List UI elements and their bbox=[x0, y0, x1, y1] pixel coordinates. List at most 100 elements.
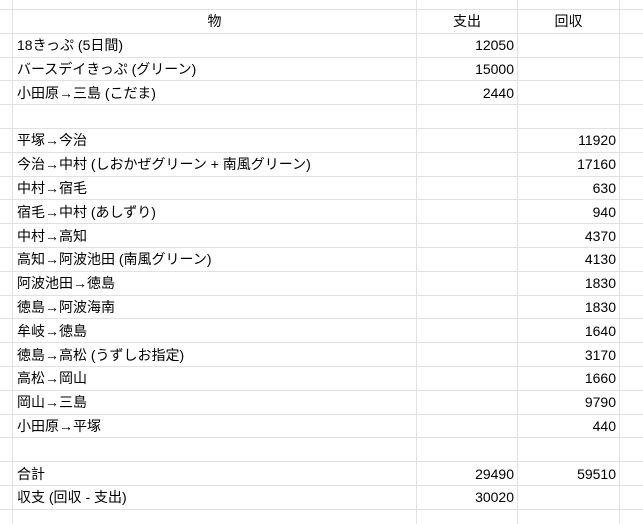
partial-bottom-cell[interactable] bbox=[518, 509, 620, 524]
cell-expense[interactable]: 12050 bbox=[417, 33, 518, 58]
cell-recovery[interactable]: 17160 bbox=[518, 152, 620, 177]
cell-item[interactable]: 平塚→今治 bbox=[13, 128, 417, 153]
partial-row-cell[interactable] bbox=[518, 0, 620, 10]
cell-expense[interactable]: 29490 bbox=[417, 462, 518, 486]
row-gutter-cell[interactable] bbox=[0, 414, 13, 439]
cell-item[interactable]: 宿毛→中村 (あしずり) bbox=[13, 200, 417, 225]
cell-item[interactable]: 小田原→平塚 bbox=[13, 414, 417, 439]
column-header-recovery[interactable]: 回収 bbox=[518, 10, 620, 34]
cell-recovery[interactable] bbox=[518, 485, 620, 510]
cell-item[interactable]: 牟岐→徳島 bbox=[13, 319, 417, 344]
cell-extra[interactable] bbox=[620, 271, 643, 296]
cell-item[interactable]: 徳島→阿波海南 bbox=[13, 295, 417, 320]
cell-extra[interactable] bbox=[620, 247, 643, 272]
cell-extra[interactable] bbox=[620, 81, 643, 106]
cell-recovery[interactable]: 940 bbox=[518, 200, 620, 225]
partial-row-cell[interactable] bbox=[0, 0, 13, 10]
row-gutter-cell[interactable] bbox=[0, 128, 13, 153]
partial-bottom-cell[interactable] bbox=[417, 509, 518, 524]
cell-extra[interactable] bbox=[620, 105, 643, 129]
cell-expense[interactable] bbox=[417, 390, 518, 415]
row-gutter-cell[interactable] bbox=[0, 271, 13, 296]
cell-expense[interactable] bbox=[417, 414, 518, 439]
cell-recovery[interactable]: 11920 bbox=[518, 128, 620, 153]
cell-item[interactable]: 岡山→三島 bbox=[13, 390, 417, 415]
cell-recovery[interactable]: 59510 bbox=[518, 462, 620, 486]
cell-item[interactable]: 合計 bbox=[13, 462, 417, 486]
cell-recovery[interactable]: 440 bbox=[518, 414, 620, 439]
cell-expense[interactable] bbox=[417, 247, 518, 272]
row-gutter-cell[interactable] bbox=[0, 438, 13, 463]
cell-recovery[interactable] bbox=[518, 438, 620, 463]
row-gutter-cell[interactable] bbox=[0, 343, 13, 367]
row-gutter-cell[interactable] bbox=[0, 247, 13, 272]
row-gutter-cell[interactable] bbox=[0, 200, 13, 225]
cell-extra[interactable] bbox=[620, 462, 643, 486]
cell-item[interactable]: 小田原→三島 (こだま) bbox=[13, 81, 417, 106]
cell-expense[interactable] bbox=[417, 295, 518, 320]
partial-row-cell[interactable] bbox=[417, 0, 518, 10]
cell-extra[interactable] bbox=[620, 319, 643, 344]
cell-item[interactable]: 阿波池田→徳島 bbox=[13, 271, 417, 296]
cell-extra[interactable] bbox=[620, 366, 643, 391]
cell-recovery[interactable] bbox=[518, 81, 620, 106]
cell-expense[interactable] bbox=[417, 271, 518, 296]
row-gutter-cell[interactable] bbox=[0, 176, 13, 201]
partial-bottom-cell[interactable] bbox=[620, 509, 643, 524]
cell-item[interactable]: 今治→中村 (しおかぜグリーン + 南風グリーン) bbox=[13, 152, 417, 177]
cell-recovery[interactable] bbox=[518, 105, 620, 129]
header-row-gutter-cell[interactable] bbox=[0, 10, 13, 34]
row-gutter-cell[interactable] bbox=[0, 57, 13, 82]
cell-expense[interactable] bbox=[417, 366, 518, 391]
cell-extra[interactable] bbox=[620, 176, 643, 201]
cell-recovery[interactable]: 1660 bbox=[518, 366, 620, 391]
row-gutter-cell[interactable] bbox=[0, 33, 13, 58]
column-header-item[interactable]: 物 bbox=[13, 10, 417, 34]
row-gutter-cell[interactable] bbox=[0, 105, 13, 129]
cell-item[interactable] bbox=[13, 438, 417, 463]
cell-expense[interactable] bbox=[417, 105, 518, 129]
cell-recovery[interactable]: 4130 bbox=[518, 247, 620, 272]
cell-expense[interactable]: 30020 bbox=[417, 485, 518, 510]
row-gutter-cell[interactable] bbox=[0, 152, 13, 177]
cell-extra[interactable] bbox=[620, 57, 643, 82]
cell-recovery[interactable] bbox=[518, 57, 620, 82]
cell-expense[interactable]: 2440 bbox=[417, 81, 518, 106]
cell-recovery[interactable]: 3170 bbox=[518, 343, 620, 367]
cell-item[interactable]: バースデイきっぷ (グリーン) bbox=[13, 57, 417, 82]
cell-recovery[interactable]: 9790 bbox=[518, 390, 620, 415]
row-gutter-cell[interactable] bbox=[0, 485, 13, 510]
cell-expense[interactable] bbox=[417, 128, 518, 153]
cell-expense[interactable] bbox=[417, 200, 518, 225]
cell-expense[interactable] bbox=[417, 152, 518, 177]
cell-item[interactable]: 18きっぷ (5日間) bbox=[13, 33, 417, 58]
cell-item[interactable]: 中村→宿毛 bbox=[13, 176, 417, 201]
cell-expense[interactable] bbox=[417, 438, 518, 463]
cell-item[interactable]: 収支 (回収 - 支出) bbox=[13, 485, 417, 510]
row-gutter-cell[interactable] bbox=[0, 319, 13, 344]
cell-item[interactable]: 高松→岡山 bbox=[13, 366, 417, 391]
partial-row-cell[interactable] bbox=[620, 0, 643, 10]
cell-expense[interactable] bbox=[417, 224, 518, 248]
column-header-expense[interactable]: 支出 bbox=[417, 10, 518, 34]
cell-extra[interactable] bbox=[620, 128, 643, 153]
cell-expense[interactable] bbox=[417, 176, 518, 201]
row-gutter-cell[interactable] bbox=[0, 81, 13, 106]
cell-recovery[interactable]: 1640 bbox=[518, 319, 620, 344]
cell-expense[interactable]: 15000 bbox=[417, 57, 518, 82]
cell-extra[interactable] bbox=[620, 485, 643, 510]
row-gutter-cell[interactable] bbox=[0, 295, 13, 320]
cell-recovery[interactable]: 630 bbox=[518, 176, 620, 201]
cell-item[interactable]: 中村→高知 bbox=[13, 224, 417, 248]
cell-item[interactable]: 徳島→高松 (うずしお指定) bbox=[13, 343, 417, 367]
cell-extra[interactable] bbox=[620, 414, 643, 439]
cell-recovery[interactable]: 1830 bbox=[518, 295, 620, 320]
cell-extra[interactable] bbox=[620, 343, 643, 367]
row-gutter-cell[interactable] bbox=[0, 462, 13, 486]
cell-item[interactable]: 高知→阿波池田 (南風グリーン) bbox=[13, 247, 417, 272]
header-row-extra-cell[interactable] bbox=[620, 10, 643, 34]
cell-extra[interactable] bbox=[620, 224, 643, 248]
row-gutter-cell[interactable] bbox=[0, 224, 13, 248]
row-gutter-cell[interactable] bbox=[0, 390, 13, 415]
cell-expense[interactable] bbox=[417, 319, 518, 344]
